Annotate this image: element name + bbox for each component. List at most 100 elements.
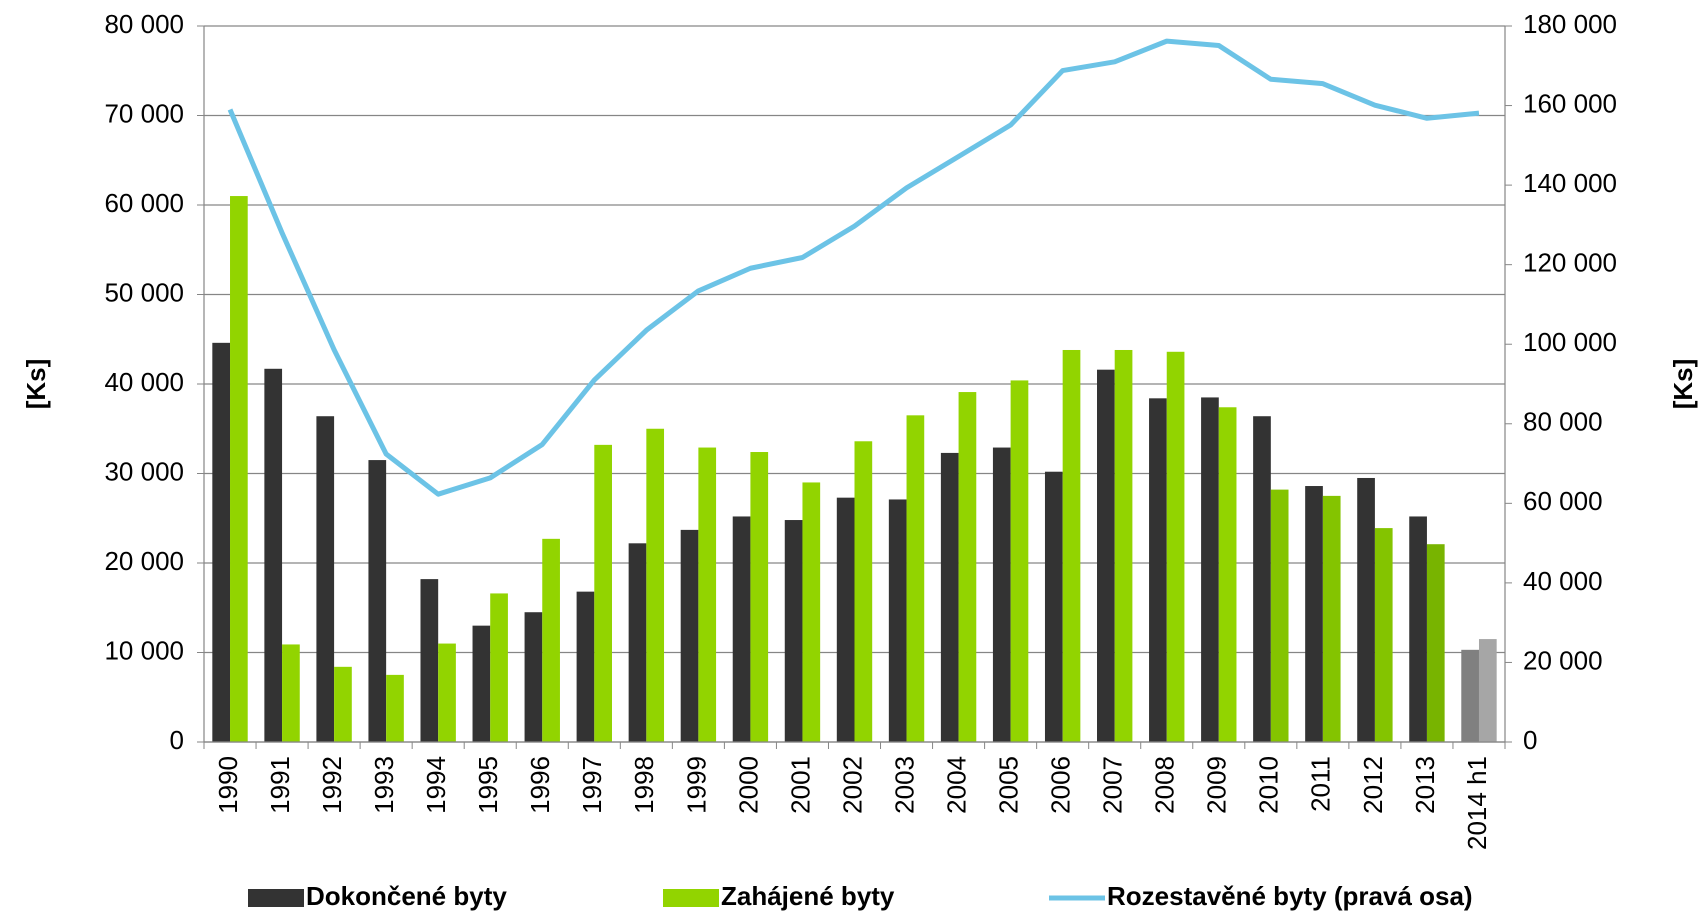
bar [472,625,491,742]
legend-label: Zahájené byty [721,881,895,911]
x-tick-label: 1992 [317,756,347,814]
bar [1409,516,1427,742]
bar [1097,369,1115,742]
x-tick-label: 1990 [213,756,243,814]
bar [438,643,456,742]
bar [992,447,1011,742]
bar [1461,649,1479,742]
bar [212,342,231,742]
bar [1253,416,1271,742]
x-tick-label: 1999 [681,756,711,814]
x-tick-label: 2012 [1358,756,1388,814]
bar [1478,639,1497,742]
bar [698,447,717,742]
y-tick-label: 50 000 [104,277,184,307]
legend-label: Dokončené byty [306,881,507,911]
bar [836,497,855,742]
y-axis-label: [Ks] [21,359,51,410]
legend-swatch [663,889,719,907]
y-tick-label: 10 000 [104,635,184,665]
x-tick-label: 2008 [1150,756,1180,814]
x-tick-label: 1993 [369,756,399,814]
bar [1166,351,1185,742]
y-tick-label: 0 [170,725,184,755]
bar [1062,349,1081,742]
y-tick-label: 60 000 [104,188,184,218]
x-tick-label: 2010 [1254,756,1284,814]
bar [1218,407,1237,742]
x-tick-label: 2014 h1 [1462,756,1492,850]
y2-tick-label: 140 000 [1523,168,1617,198]
bar [386,674,404,742]
x-tick-label: 2007 [1098,756,1128,814]
x-tick-label: 1995 [473,756,503,814]
x-tick-label: 2001 [785,756,815,814]
x-tick-label: 1998 [629,756,659,814]
y2-tick-label: 120 000 [1523,248,1617,278]
bar [334,666,352,742]
bar [264,368,283,742]
y2-axis-label: [Ks] [1668,359,1698,410]
bar [1010,380,1029,742]
x-tick-label: 1994 [421,756,451,814]
x-tick-label: 1996 [525,756,555,814]
x-tick-label: 2011 [1306,756,1336,812]
y2-tick-label: 60 000 [1523,486,1603,516]
y2-tick-label: 20 000 [1523,645,1603,675]
x-tick-label: 1991 [265,756,295,814]
bar [368,460,387,742]
y-tick-label: 30 000 [104,456,184,486]
bar [680,529,699,742]
x-tick-label: 2013 [1410,756,1440,814]
bar [316,416,335,742]
x-tick-label: 2005 [993,756,1023,814]
bar [1357,477,1375,742]
bar [576,591,595,742]
x-tick-label: 2004 [941,756,971,814]
bar [282,644,300,742]
bar [230,196,248,743]
x-tick-label: 2002 [837,756,867,814]
legend-swatch [248,889,304,907]
y-tick-label: 40 000 [104,367,184,397]
bar [1426,544,1445,742]
bar [594,444,612,742]
bar [732,516,751,742]
legend-label: Rozestavěné byty (pravá osa) [1107,881,1473,911]
y2-tick-label: 180 000 [1523,9,1617,39]
x-tick-label: 2006 [1046,756,1076,814]
bar [888,499,907,742]
bar [1270,489,1289,742]
x-tick-label: 2009 [1202,756,1232,814]
bar [420,579,439,742]
y2-tick-label: 100 000 [1523,327,1617,357]
bar [628,543,647,742]
bar [524,612,543,742]
bar [1044,471,1063,742]
line [227,38,1480,497]
bar [906,415,925,742]
bar [958,392,977,742]
x-tick-label: 1997 [577,756,607,814]
bar [1322,495,1341,742]
bar [1149,398,1167,742]
bar [1114,349,1133,742]
y2-tick-label: 80 000 [1523,407,1603,437]
bar [854,441,873,742]
bar [542,538,560,742]
y-tick-label: 20 000 [104,546,184,576]
bar [940,452,959,742]
y-tick-label: 80 000 [104,9,184,39]
bar [784,520,803,742]
bar [1305,486,1323,742]
x-tick-label: 2003 [889,756,919,814]
y-tick-label: 70 000 [104,98,184,128]
y2-tick-label: 160 000 [1523,88,1617,118]
x-tick-label: 2000 [733,756,763,814]
bar [802,482,821,742]
bar [1201,397,1219,742]
bar [646,428,665,742]
y2-tick-label: 0 [1523,725,1537,755]
bar [490,593,508,742]
